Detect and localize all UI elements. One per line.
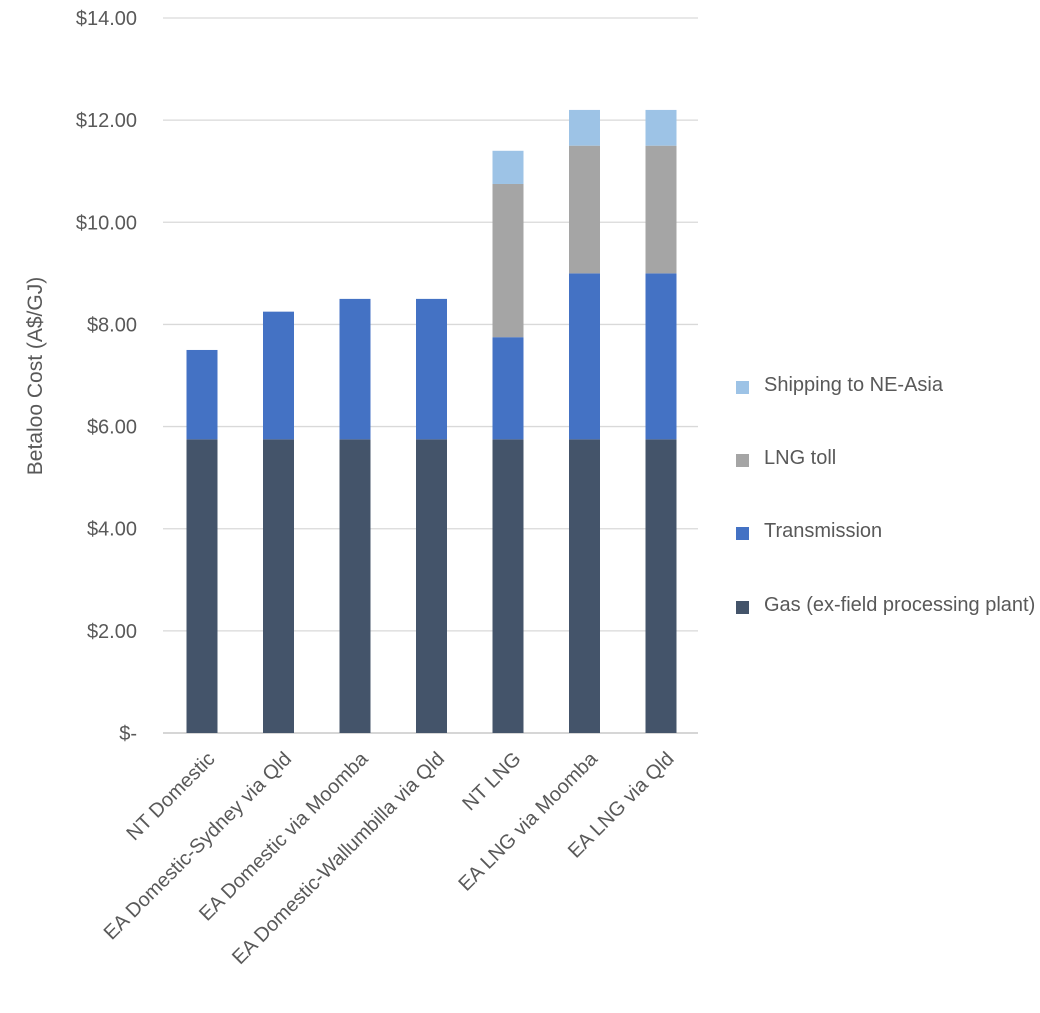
- bar-segment: [263, 439, 294, 733]
- y-tick-label: $6.00: [87, 417, 137, 439]
- bar-segment: [569, 109, 600, 146]
- bar-segment: [645, 439, 677, 733]
- y-tick-label: $12.00: [76, 110, 137, 132]
- y-tick-label: $-: [119, 723, 137, 745]
- x-category-label: EA LNG via Moomba: [454, 747, 602, 895]
- bar-segment: [569, 273, 600, 440]
- y-tick-label: $2.00: [87, 621, 137, 643]
- bar-segment: [186, 439, 218, 733]
- legend-swatch-gas: [736, 601, 749, 614]
- legend-item-shipping: Shipping to NE-Asia: [736, 372, 1036, 399]
- bar-segment: [339, 439, 371, 733]
- bars: [186, 109, 677, 733]
- bar-segment: [263, 311, 294, 440]
- bar-segment: [492, 337, 524, 440]
- legend-label-shipping: Shipping to NE-Asia: [764, 374, 943, 396]
- bar-segment: [416, 298, 447, 440]
- legend-swatch-lng-toll: [736, 454, 749, 467]
- bar-segment: [339, 298, 371, 440]
- y-tick-label: $10.00: [76, 212, 137, 234]
- legend-item-gas: Gas (ex-field processing plant): [736, 592, 1036, 619]
- bar-segment: [492, 183, 524, 338]
- legend-item-transmission: Transmission: [736, 518, 1036, 545]
- legend: Shipping to NE-Asia LNG toll Transmissio…: [736, 372, 1036, 619]
- bar-segment: [186, 349, 218, 440]
- y-tick-label: $14.00: [76, 8, 137, 30]
- y-tick-label: $8.00: [87, 314, 137, 336]
- legend-label-gas: Gas (ex-field processing plant): [764, 594, 1036, 616]
- bar-segment: [492, 439, 524, 733]
- y-tick-label: $4.00: [87, 519, 137, 541]
- bar-segment: [645, 145, 677, 274]
- y-axis-title: Betaloo Cost (A$/GJ): [24, 277, 47, 475]
- bar-segment: [645, 273, 677, 440]
- x-category-label: NT LNG: [458, 748, 525, 815]
- bar-segment: [492, 150, 524, 184]
- legend-swatch-transmission: [736, 527, 749, 540]
- legend-item-lng-toll: LNG toll: [736, 445, 1036, 472]
- bar-segment: [416, 439, 447, 733]
- legend-swatch-shipping: [736, 381, 749, 394]
- legend-label-lng-toll: LNG toll: [764, 447, 837, 469]
- bar-segment: [645, 109, 677, 146]
- bar-segment: [569, 439, 600, 733]
- bar-segment: [569, 145, 600, 274]
- y-axis-tick-labels: $- $2.00 $4.00 $6.00 $8.00 $10.00 $12.00 $14.00: [76, 8, 137, 745]
- legend-label-transmission: Transmission: [764, 520, 883, 542]
